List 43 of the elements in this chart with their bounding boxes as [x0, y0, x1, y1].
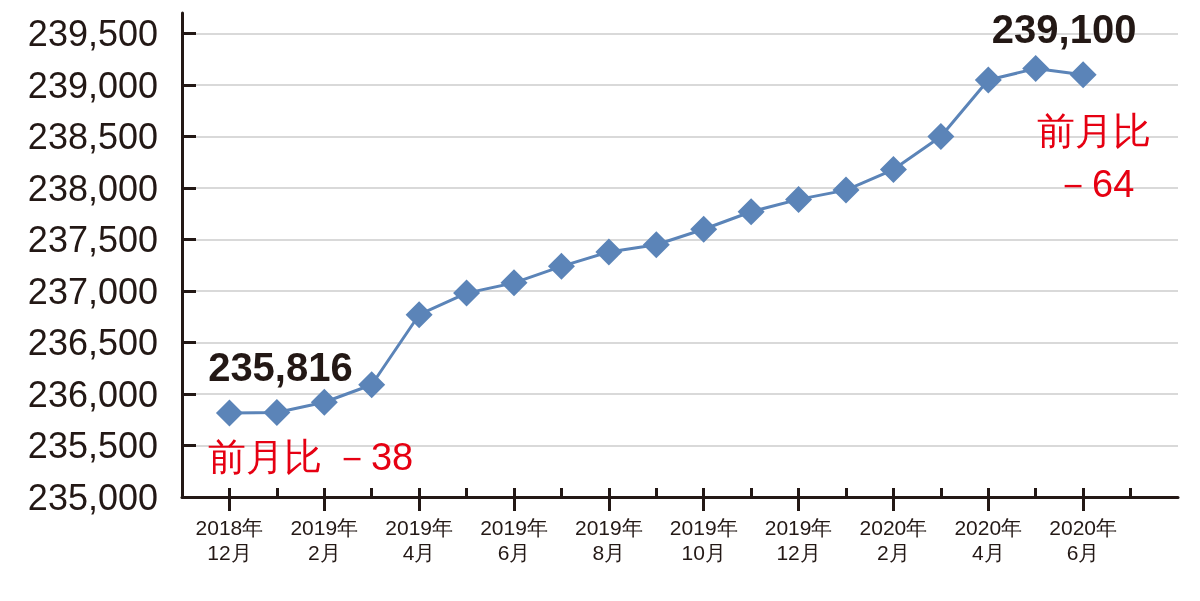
x-tick-label: 2019年 4月 [385, 516, 453, 564]
point [500, 269, 528, 297]
y-tick-label: 236,000 [27, 373, 158, 415]
y-tick-label: 238,000 [27, 167, 158, 209]
y-tick-label: 235,500 [27, 425, 158, 467]
point [547, 252, 575, 280]
point [832, 176, 860, 204]
x-tick-label: 2019年 8月 [575, 516, 643, 564]
point [927, 123, 955, 151]
point [263, 399, 291, 427]
x-tick-label: 2018年 12月 [195, 516, 264, 564]
point [974, 66, 1002, 94]
point [405, 301, 433, 329]
point [453, 279, 481, 307]
y-tick-label: 235,000 [27, 476, 158, 518]
y-tick-label: 237,500 [27, 219, 158, 261]
point [737, 198, 765, 226]
point [1069, 61, 1097, 89]
point [879, 156, 907, 184]
point [215, 399, 243, 427]
annotation: 前月比 －38 [208, 435, 414, 478]
point [690, 215, 718, 243]
data-label: 239,100 [991, 7, 1137, 52]
point [358, 371, 386, 399]
x-tick-label: 2020年 2月 [859, 516, 928, 564]
point [595, 238, 623, 266]
x-tick-label: 2019年 12月 [764, 516, 833, 564]
x-tick-label: 2019年 2月 [290, 516, 359, 564]
x-tick-label: 2020年 4月 [954, 516, 1023, 564]
y-tick-label: 238,500 [27, 116, 158, 158]
point [310, 388, 338, 416]
annotation: 前月比－64 [1037, 110, 1152, 206]
x-tick-label: 2020年 6月 [1049, 516, 1117, 564]
point [1022, 55, 1050, 83]
y-tick-label: 239,000 [27, 64, 158, 106]
y-tick-label: 237,000 [27, 270, 158, 312]
y-tick-label: 239,500 [27, 13, 158, 55]
point [642, 231, 670, 259]
point [785, 185, 813, 213]
x-tick-label: 2019年 10月 [669, 516, 738, 564]
data-label: 235,816 [208, 345, 353, 390]
x-tick-label: 2019年 6月 [480, 516, 548, 564]
y-tick-label: 236,500 [27, 322, 158, 364]
